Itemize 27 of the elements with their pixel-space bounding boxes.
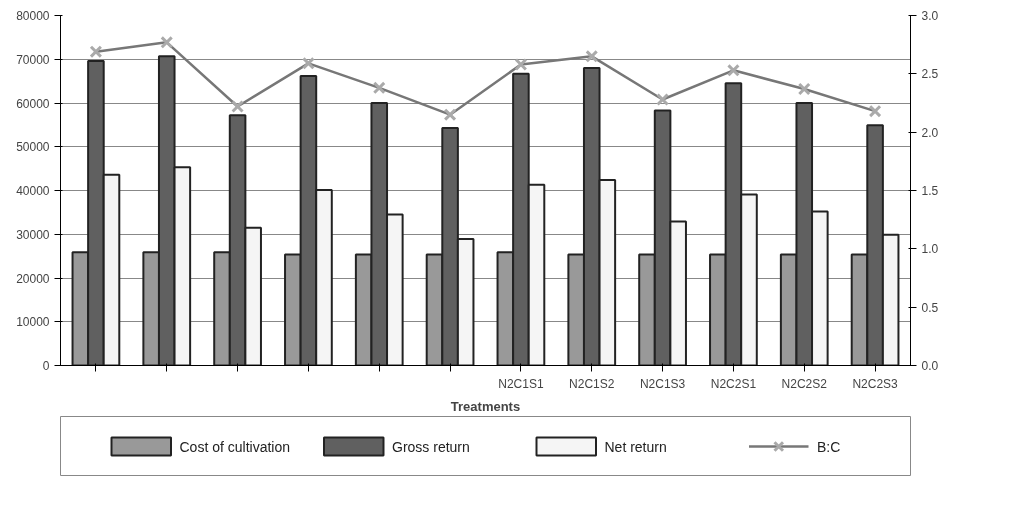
y2-tick-label: 1.5 [921, 184, 939, 198]
y2-tick-label: 1.0 [921, 242, 939, 257]
x-tick-label: N2C2S1 [710, 376, 757, 391]
x-tick-label: N2C2S3 [852, 376, 899, 391]
y-tick-label: 0 [42, 359, 50, 373]
y-tick-label: 60000 [16, 96, 50, 111]
x-tick-label: N2C2S2 [781, 376, 828, 391]
x-tick-label: N2C1S2 [569, 376, 615, 391]
y2-tick-label: 2.5 [921, 67, 939, 82]
y-tick-label: 20000 [16, 271, 50, 286]
y2-tick-label: 2.0 [921, 125, 939, 140]
x-axis-title: Treatments [450, 398, 521, 414]
y-tick-label: 70000 [16, 52, 50, 67]
y-tick-label: 10000 [16, 315, 50, 330]
y-tick-label: 30000 [16, 227, 50, 242]
y2-tick-label: 0.0 [921, 359, 939, 373]
y-tick-label: 40000 [16, 184, 50, 198]
x-tick-label: N2C1S1 [498, 376, 544, 391]
x-tick-label: N2C1S3 [639, 376, 686, 391]
y2-tick-label: 3.0 [921, 9, 939, 23]
legend-label: Cost of cultivation [179, 438, 290, 455]
legend-label: Net return [604, 438, 667, 455]
legend-label: Gross return [392, 438, 470, 455]
legend-label: B:C [817, 438, 841, 455]
y-tick-label: 80000 [16, 9, 50, 23]
y-tick-label: 50000 [16, 140, 50, 155]
y2-tick-label: 0.5 [921, 300, 939, 315]
